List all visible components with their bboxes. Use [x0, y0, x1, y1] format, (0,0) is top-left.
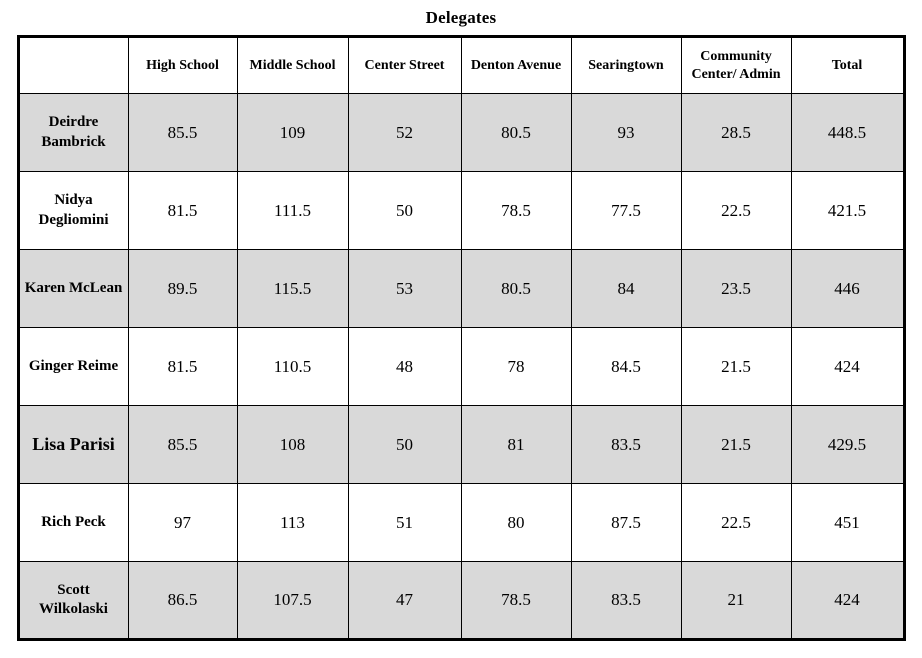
value-cell: 93	[570, 93, 682, 172]
value-cell: 83.5	[570, 561, 682, 640]
value-cell: 21.5	[680, 327, 792, 406]
value-cell: 52	[347, 93, 462, 172]
table-header: High School Middle School Center Street Den…	[17, 36, 905, 94]
value-cell: 53	[347, 249, 462, 328]
value-cell: 77.5	[570, 171, 682, 250]
table-row: Scott Wilkolaski 86.5 107.5 47 78.5 83.5 21 424	[17, 561, 905, 640]
value-cell: 429.5	[790, 405, 905, 484]
header-cell: Searingtown	[570, 36, 682, 94]
value-cell: 81	[460, 405, 572, 484]
value-cell: 115.5	[236, 249, 349, 328]
value-cell: 80.5	[460, 249, 572, 328]
value-cell: 22.5	[680, 171, 792, 250]
value-cell: 81.5	[127, 327, 238, 406]
value-cell: 85.5	[127, 405, 238, 484]
value-cell: 97	[127, 483, 238, 562]
value-cell: 83.5	[570, 405, 682, 484]
value-cell: 50	[347, 405, 462, 484]
header-cell: Denton Avenue	[460, 36, 572, 94]
value-cell: 448.5	[790, 93, 905, 172]
value-cell: 78.5	[460, 171, 572, 250]
value-cell: 424	[790, 327, 905, 406]
header-cell: Center Street	[347, 36, 462, 94]
value-cell: 111.5	[236, 171, 349, 250]
row-name-cell: Karen McLean	[17, 249, 129, 328]
value-cell: 108	[236, 405, 349, 484]
value-cell: 50	[347, 171, 462, 250]
row-name-cell: Deirdre Bambrick	[17, 93, 129, 172]
table-title: Delegates	[425, 8, 497, 27]
value-cell: 81.5	[127, 171, 238, 250]
table-row: Rich Peck 97 113 51 80 87.5 22.5 451	[17, 483, 905, 562]
header-cell: Community Center/ Admin	[680, 36, 792, 94]
value-cell: 86.5	[127, 561, 238, 640]
value-cell: 424	[790, 561, 905, 640]
table-body: Deirdre Bambrick 85.5 109 52 80.5 93 28.5 448.5…	[17, 93, 905, 640]
value-cell: 107.5	[236, 561, 349, 640]
value-cell: 84	[570, 249, 682, 328]
header-row: High School Middle School Center Street Den…	[17, 36, 905, 94]
table-row: Nidya Degliomini 81.5 111.5 50 78.5 77.5 22.5 4…	[17, 171, 905, 250]
value-cell: 23.5	[680, 249, 792, 328]
row-name-cell: Lisa Parisi	[17, 405, 129, 484]
value-cell: 84.5	[570, 327, 682, 406]
value-cell: 51	[347, 483, 462, 562]
value-cell: 80	[460, 483, 572, 562]
corner-cell	[17, 36, 129, 94]
value-cell: 21.5	[680, 405, 792, 484]
value-cell: 28.5	[680, 93, 792, 172]
value-cell: 48	[347, 327, 462, 406]
value-cell: 113	[236, 483, 349, 562]
row-name-cell: Ginger Reime	[17, 327, 129, 406]
value-cell: 22.5	[680, 483, 792, 562]
value-cell: 446	[790, 249, 905, 328]
value-cell: 109	[236, 93, 349, 172]
value-cell: 451	[790, 483, 905, 562]
header-cell: Middle School	[236, 36, 349, 94]
value-cell: 87.5	[570, 483, 682, 562]
value-cell: 78.5	[460, 561, 572, 640]
value-cell: 89.5	[127, 249, 238, 328]
table-row: Lisa Parisi 85.5 108 50 81 83.5 21.5 429.5	[17, 405, 905, 484]
header-cell: Total	[790, 36, 905, 94]
row-name-cell: Scott Wilkolaski	[17, 561, 129, 640]
value-cell: 47	[347, 561, 462, 640]
table-row: Karen McLean 89.5 115.5 53 80.5 84 23.5 446	[17, 249, 905, 328]
delegates-table: High School Middle School Center Street Den…	[16, 35, 906, 641]
value-cell: 110.5	[236, 327, 349, 406]
value-cell: 21	[680, 561, 792, 640]
row-name-cell: Nidya Degliomini	[17, 171, 129, 250]
value-cell: 80.5	[460, 93, 572, 172]
row-name-cell: Rich Peck	[17, 483, 129, 562]
value-cell: 78	[460, 327, 572, 406]
header-cell: High School	[127, 36, 238, 94]
table-row: Ginger Reime 81.5 110.5 48 78 84.5 21.5 424	[17, 327, 905, 406]
value-cell: 421.5	[790, 171, 905, 250]
table-row: Deirdre Bambrick 85.5 109 52 80.5 93 28.5 448.5	[17, 93, 905, 172]
value-cell: 85.5	[127, 93, 238, 172]
